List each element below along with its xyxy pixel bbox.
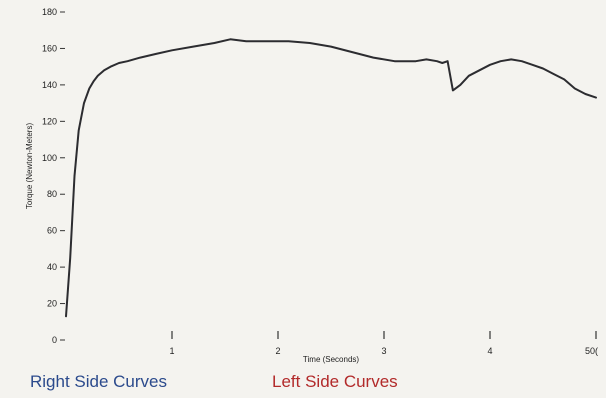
torque-series-line xyxy=(65,38,597,318)
y-tick-label: 140 xyxy=(42,80,57,90)
y-tick-label: 160 xyxy=(42,43,57,53)
x-tick-label: 1 xyxy=(169,346,174,356)
right-side-curves-caption: Right Side Curves xyxy=(30,372,168,391)
y-axis-title: Torque (Newton-Meters) xyxy=(25,123,34,210)
x-tick-label: 3 xyxy=(381,346,386,356)
y-tick-label: 20 xyxy=(47,299,57,309)
x-tick-label: 2 xyxy=(275,346,280,356)
y-tick-label: 60 xyxy=(47,226,57,236)
y-tick-label: 100 xyxy=(42,153,57,163)
x-tick-label: 4 xyxy=(487,346,492,356)
x-tick-label: 50( xyxy=(585,346,598,356)
y-tick-label: 180 xyxy=(42,7,57,17)
y-tick-label: 40 xyxy=(47,262,57,272)
left-side-curves-caption: Left Side Curves xyxy=(272,372,398,391)
x-axis-title: Time (Seconds) xyxy=(303,355,360,364)
y-tick-label: 80 xyxy=(47,189,57,199)
y-tick-label: 0 xyxy=(52,335,57,345)
y-tick-label: 120 xyxy=(42,116,57,126)
